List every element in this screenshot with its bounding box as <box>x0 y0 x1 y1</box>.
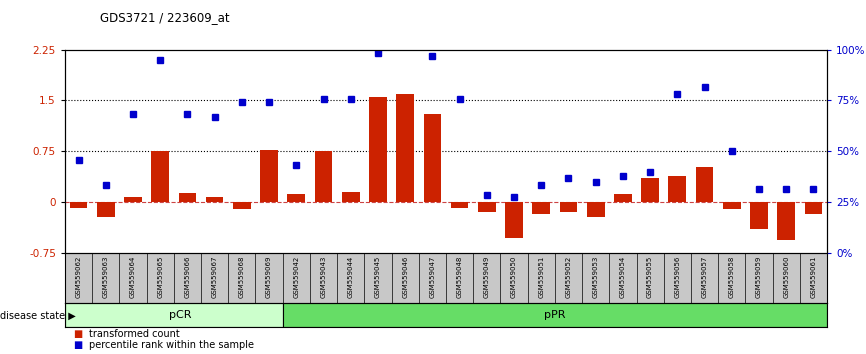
Bar <box>314 152 333 202</box>
Bar <box>282 303 827 327</box>
Bar <box>423 114 441 202</box>
Bar <box>97 202 114 217</box>
Bar <box>233 202 251 209</box>
Bar <box>505 202 523 238</box>
Bar <box>533 202 550 215</box>
Text: GSM559060: GSM559060 <box>783 256 789 298</box>
Bar <box>397 94 414 202</box>
Text: GSM559065: GSM559065 <box>158 256 163 298</box>
Text: GSM559067: GSM559067 <box>211 256 217 298</box>
Text: GSM559062: GSM559062 <box>75 256 81 298</box>
Text: GSM559047: GSM559047 <box>430 256 436 298</box>
Bar <box>559 202 578 212</box>
Bar <box>778 202 795 240</box>
Text: GSM559059: GSM559059 <box>756 256 762 298</box>
Text: GSM559048: GSM559048 <box>456 256 462 298</box>
Text: GSM559049: GSM559049 <box>484 256 490 298</box>
Bar <box>178 193 197 202</box>
Text: GSM559057: GSM559057 <box>701 256 708 298</box>
Text: ■: ■ <box>74 341 83 350</box>
Bar <box>723 202 740 209</box>
Bar <box>124 197 142 202</box>
Bar <box>641 178 659 202</box>
Text: GSM559056: GSM559056 <box>675 256 681 298</box>
Bar <box>342 192 359 202</box>
Text: GSM559043: GSM559043 <box>320 256 326 298</box>
Bar <box>65 303 282 327</box>
Text: ■: ■ <box>74 329 83 339</box>
Bar <box>260 150 278 202</box>
Text: GDS3721 / 223609_at: GDS3721 / 223609_at <box>100 11 229 24</box>
Text: GSM559069: GSM559069 <box>266 256 272 298</box>
Text: GSM559042: GSM559042 <box>294 256 300 298</box>
Text: GSM559051: GSM559051 <box>539 256 544 298</box>
Text: GSM559066: GSM559066 <box>184 256 191 298</box>
Bar <box>587 202 604 217</box>
Bar <box>750 202 768 229</box>
Text: GSM559050: GSM559050 <box>511 256 517 298</box>
Text: GSM559061: GSM559061 <box>811 256 817 298</box>
Text: GSM559063: GSM559063 <box>103 256 109 298</box>
Bar <box>669 176 686 202</box>
Text: pPR: pPR <box>544 310 565 320</box>
Text: GSM559044: GSM559044 <box>348 256 353 298</box>
Bar <box>69 202 87 208</box>
Text: GSM559055: GSM559055 <box>647 256 653 298</box>
Bar <box>478 202 495 212</box>
Bar <box>695 167 714 202</box>
Bar <box>450 202 469 208</box>
Text: pCR: pCR <box>170 310 192 320</box>
Text: percentile rank within the sample: percentile rank within the sample <box>89 341 255 350</box>
Text: GSM559053: GSM559053 <box>592 256 598 298</box>
Bar <box>614 194 631 202</box>
Text: GSM559054: GSM559054 <box>620 256 626 298</box>
Text: transformed count: transformed count <box>89 329 180 339</box>
Text: GSM559068: GSM559068 <box>239 256 245 298</box>
Bar <box>805 202 822 215</box>
Text: GSM559058: GSM559058 <box>729 256 734 298</box>
Text: GSM559046: GSM559046 <box>402 256 408 298</box>
Bar <box>369 97 387 202</box>
Text: GSM559045: GSM559045 <box>375 256 381 298</box>
Bar <box>288 194 305 202</box>
Text: GSM559064: GSM559064 <box>130 256 136 298</box>
Bar <box>152 152 169 202</box>
Bar <box>206 198 223 202</box>
Text: disease state ▶: disease state ▶ <box>0 311 75 321</box>
Text: GSM559052: GSM559052 <box>565 256 572 298</box>
